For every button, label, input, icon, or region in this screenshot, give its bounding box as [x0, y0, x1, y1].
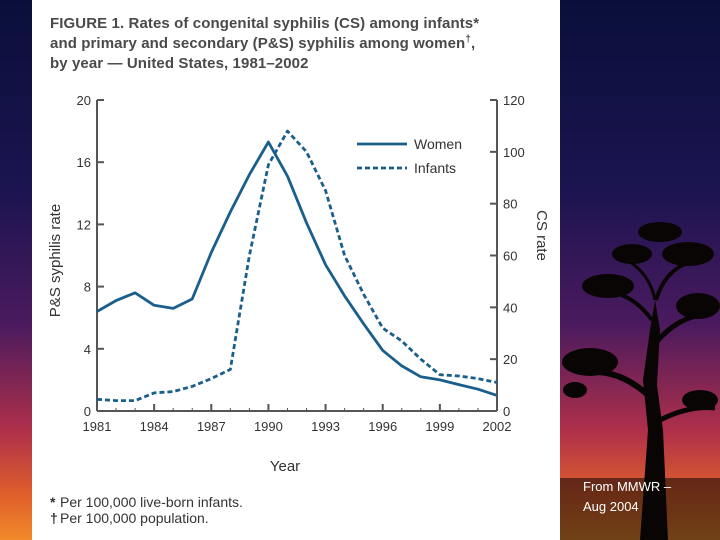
series-line-women [96, 140, 498, 397]
left-tick-label: 4 [84, 342, 91, 357]
legend-label-women: Women [414, 136, 462, 152]
left-tick-label: 8 [84, 280, 91, 295]
right-tick-label: 40 [503, 300, 517, 315]
figure-title: FIGURE 1. Rates of congenital syphilis (… [50, 14, 555, 74]
right-tick-label: 100 [503, 145, 525, 160]
series-lines [96, 129, 498, 403]
right-tick-label: 120 [503, 93, 525, 108]
x-tick-label: 1990 [254, 419, 283, 434]
footnote-mark: * [50, 494, 56, 510]
figure-panel [32, 0, 560, 540]
figure-title-line-2-text: and primary and secondary (P&S) syphilis… [50, 35, 466, 52]
legend-label-infants: Infants [414, 160, 456, 176]
figure-title-line-1: FIGURE 1. Rates of congenital syphilis (… [50, 15, 480, 32]
footnote-text: Per 100,000 population. [60, 510, 209, 526]
credit-line-1: From MMWR – [583, 479, 672, 494]
footnote-population: † Per 100,000 population. [50, 510, 450, 526]
x-tick-label: 1987 [197, 419, 226, 434]
x-tick-label: 1981 [83, 419, 112, 434]
footnote-mark: † [50, 510, 58, 526]
left-tick-label: 16 [77, 155, 91, 170]
x-tick-label: 1984 [140, 419, 169, 434]
source-credit: From MMWR – Aug 2004 [583, 477, 703, 517]
left-tick-label: 0 [84, 404, 91, 419]
right-tick-label: 60 [503, 249, 517, 264]
figure-title-line-3: by year — United States, 1981–2002 [50, 55, 309, 72]
x-tick-label: 1999 [425, 419, 454, 434]
right-tick-label: 80 [503, 197, 517, 212]
x-tick-label: 1993 [311, 419, 340, 434]
left-axis-label: P&S syphilis rate [47, 204, 64, 317]
dagger-mark: † [465, 34, 471, 45]
x-tick-label: 1996 [368, 419, 397, 434]
left-tick-label: 20 [77, 93, 91, 108]
left-tick-label: 12 [77, 217, 91, 232]
footnote-text: Per 100,000 live-born infants. [60, 494, 243, 510]
right-axis-label: CS rate [533, 210, 550, 261]
series-line-infants [96, 129, 498, 403]
figure-title-line-2-end: , [470, 35, 476, 52]
right-tick-label: 20 [503, 352, 517, 367]
x-axis-label: Year [270, 458, 300, 475]
legend: Women Infants [357, 136, 462, 176]
x-tick-label: 2002 [483, 419, 512, 434]
credit-line-2: Aug 2004 [583, 499, 639, 514]
right-tick-label: 0 [503, 404, 510, 419]
footnote-infants: * Per 100,000 live-born infants. [50, 494, 450, 510]
figure-title-line-2: and primary and secondary (P&S) syphilis… [50, 34, 555, 54]
footnotes: * Per 100,000 live-born infants. † Per 100… [50, 494, 450, 526]
